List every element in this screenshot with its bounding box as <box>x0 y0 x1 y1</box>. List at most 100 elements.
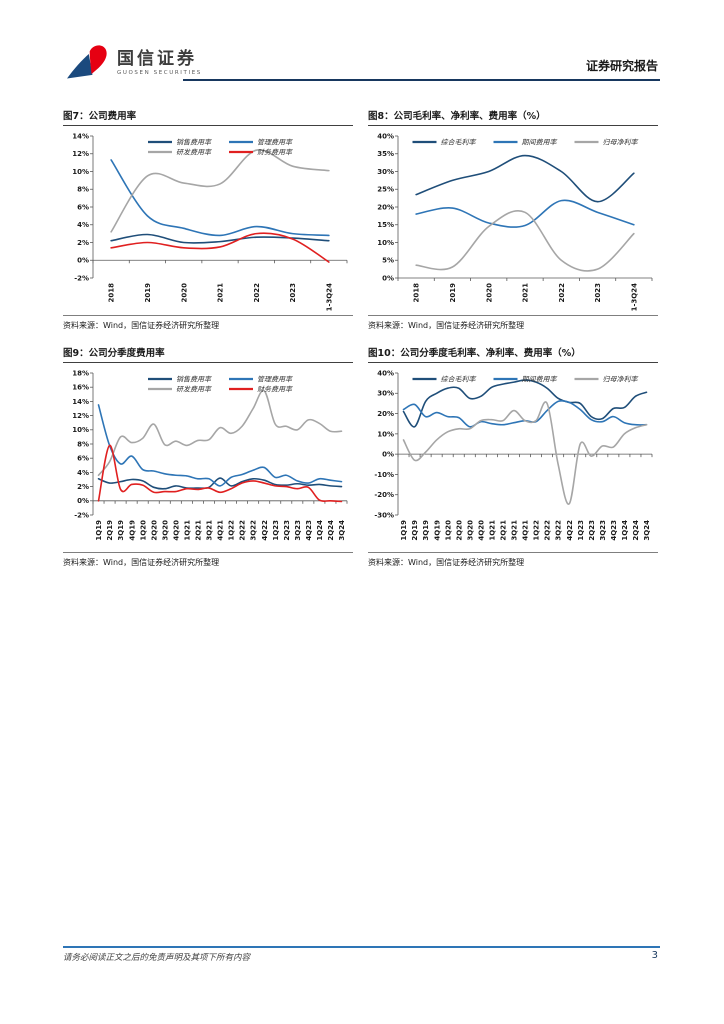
svg-text:3Q21: 3Q21 <box>511 520 519 541</box>
svg-text:1Q21: 1Q21 <box>183 520 191 541</box>
svg-text:-2%: -2% <box>74 274 89 282</box>
svg-text:2Q22: 2Q22 <box>239 520 247 541</box>
figure-10-title: 图10：公司分季度毛利率、净利率、费用率（%） <box>368 345 658 363</box>
svg-text:-20%: -20% <box>374 491 394 499</box>
svg-text:2Q20: 2Q20 <box>455 520 463 541</box>
svg-text:4Q22: 4Q22 <box>261 520 269 541</box>
svg-text:财务费用率: 财务费用率 <box>257 148 293 156</box>
svg-text:3Q24: 3Q24 <box>643 520 651 541</box>
footer-disclaimer: 请务必阅读正文之后的免责声明及其项下所有内容 <box>63 953 251 963</box>
figure-10-block: 图10：公司分季度毛利率、净利率、费用率（%） -30% -20% -10% 0% 10… <box>368 345 658 568</box>
svg-text:2023: 2023 <box>594 283 602 303</box>
svg-text:3Q22: 3Q22 <box>555 520 563 541</box>
svg-text:4Q21: 4Q21 <box>522 520 530 541</box>
svg-text:2022: 2022 <box>253 283 261 303</box>
svg-text:2021: 2021 <box>522 283 530 303</box>
svg-text:2Q20: 2Q20 <box>150 520 158 541</box>
svg-text:1Q22: 1Q22 <box>228 520 236 541</box>
svg-text:2020: 2020 <box>485 283 493 303</box>
header-rule <box>183 79 660 81</box>
svg-text:2%: 2% <box>77 239 89 247</box>
svg-text:2Q23: 2Q23 <box>588 520 596 541</box>
svg-text:财务费用率: 财务费用率 <box>257 385 293 393</box>
svg-text:8%: 8% <box>77 440 89 448</box>
svg-text:8%: 8% <box>77 186 89 194</box>
svg-text:35%: 35% <box>377 150 394 158</box>
svg-text:4Q20: 4Q20 <box>172 520 180 541</box>
svg-text:4Q22: 4Q22 <box>566 520 574 541</box>
figure-10-source: 资料来源：Wind，国信证券经济研究所整理 <box>368 552 658 568</box>
figure-8-title: 图8：公司毛利率、净利率、费用率（%） <box>368 108 658 126</box>
svg-text:3Q20: 3Q20 <box>161 520 169 541</box>
svg-text:销售费用率: 销售费用率 <box>176 138 212 146</box>
svg-text:2021: 2021 <box>217 283 225 303</box>
svg-text:期间费用率: 期间费用率 <box>522 138 558 146</box>
svg-text:1Q24: 1Q24 <box>316 520 324 541</box>
svg-text:4%: 4% <box>77 469 89 477</box>
guosen-logo-icon <box>67 45 107 79</box>
svg-text:-2%: -2% <box>74 511 89 519</box>
page-number: 3 <box>651 950 658 961</box>
svg-text:综合毛利率: 综合毛利率 <box>441 138 477 146</box>
svg-text:3Q23: 3Q23 <box>294 520 302 541</box>
svg-text:10%: 10% <box>72 168 89 176</box>
svg-text:0%: 0% <box>382 451 394 459</box>
svg-text:2Q24: 2Q24 <box>327 520 335 541</box>
svg-text:3Q19: 3Q19 <box>422 520 430 541</box>
svg-text:14%: 14% <box>72 398 89 406</box>
svg-text:1Q22: 1Q22 <box>533 520 541 541</box>
svg-text:3Q23: 3Q23 <box>599 520 607 541</box>
svg-text:30%: 30% <box>377 168 394 176</box>
figure-7-block: 图7：公司费用率 -2% 0% 2% 4% 6% 8% 10% 12% 14% 2018 2019 2… <box>63 108 353 331</box>
svg-text:10%: 10% <box>377 239 394 247</box>
figure-9-block: 图9：公司分季度费用率 -2% 0% 2% 4% 6% 8% 10% 12% 14% 16% 18%… <box>63 345 353 568</box>
svg-text:10%: 10% <box>72 426 89 434</box>
svg-text:2Q22: 2Q22 <box>544 520 552 541</box>
svg-text:2%: 2% <box>77 483 89 491</box>
svg-text:4Q23: 4Q23 <box>305 520 313 541</box>
figure-10-chart: -30%-20%-10%0%10%20%30%40%1Q19 2Q19 3Q19 4Q… <box>374 369 653 541</box>
figure-7-chart: -2% 0% 2% 4% 6% 8% 10% 12% 14% 2018 2019 2020 2021 20… <box>72 132 348 311</box>
logo-text-en: GUOSEN SECURITIES <box>117 70 202 77</box>
figure-8-source: 资料来源：Wind，国信证券经济研究所整理 <box>368 315 658 331</box>
svg-text:0%: 0% <box>382 274 394 282</box>
svg-text:归母净利率: 归母净利率 <box>603 375 639 383</box>
svg-text:4Q19: 4Q19 <box>433 520 441 541</box>
svg-text:销售费用率: 销售费用率 <box>176 375 212 383</box>
svg-text:20%: 20% <box>377 410 394 418</box>
svg-text:12%: 12% <box>72 150 89 158</box>
svg-text:研发费用率: 研发费用率 <box>176 148 212 156</box>
svg-text:4Q19: 4Q19 <box>128 520 136 541</box>
figure-9-source: 资料来源：Wind，国信证券经济研究所整理 <box>63 552 353 568</box>
guosen-logo: 国信证券 GUOSEN SECURITIES <box>64 44 202 84</box>
svg-text:管理费用率: 管理费用率 <box>257 375 293 383</box>
svg-text:3Q21: 3Q21 <box>206 520 214 541</box>
svg-text:2018: 2018 <box>413 283 421 303</box>
svg-text:2Q19: 2Q19 <box>106 520 114 541</box>
svg-text:4Q21: 4Q21 <box>217 520 225 541</box>
svg-text:2Q24: 2Q24 <box>632 520 640 541</box>
svg-text:4Q23: 4Q23 <box>610 520 618 541</box>
svg-text:2Q19: 2Q19 <box>411 520 419 541</box>
svg-text:综合毛利率: 综合毛利率 <box>441 375 477 383</box>
svg-text:0%: 0% <box>77 257 89 265</box>
svg-text:5%: 5% <box>382 257 394 265</box>
svg-text:1Q21: 1Q21 <box>488 520 496 541</box>
svg-text:2Q21: 2Q21 <box>500 520 508 541</box>
figure-8-chart: 0% 5% 10% 15% 20% 25% 30% 35% 40% 2018 2019 2020 202… <box>377 132 653 311</box>
figure-7-title: 图7：公司费用率 <box>63 108 353 126</box>
svg-text:12%: 12% <box>72 412 89 420</box>
svg-text:20%: 20% <box>377 203 394 211</box>
svg-text:2020: 2020 <box>180 283 188 303</box>
svg-text:1Q24: 1Q24 <box>621 520 629 541</box>
svg-text:-10%: -10% <box>374 471 394 479</box>
svg-text:2Q21: 2Q21 <box>195 520 203 541</box>
svg-text:1Q23: 1Q23 <box>272 520 280 541</box>
svg-text:1-3Q24: 1-3Q24 <box>630 283 638 311</box>
svg-text:1Q20: 1Q20 <box>139 520 147 541</box>
svg-text:10%: 10% <box>377 430 394 438</box>
svg-text:2022: 2022 <box>558 283 566 303</box>
svg-text:40%: 40% <box>377 132 394 140</box>
svg-text:25%: 25% <box>377 186 394 194</box>
figure-7-source: 资料来源：Wind，国信证券经济研究所整理 <box>63 315 353 331</box>
